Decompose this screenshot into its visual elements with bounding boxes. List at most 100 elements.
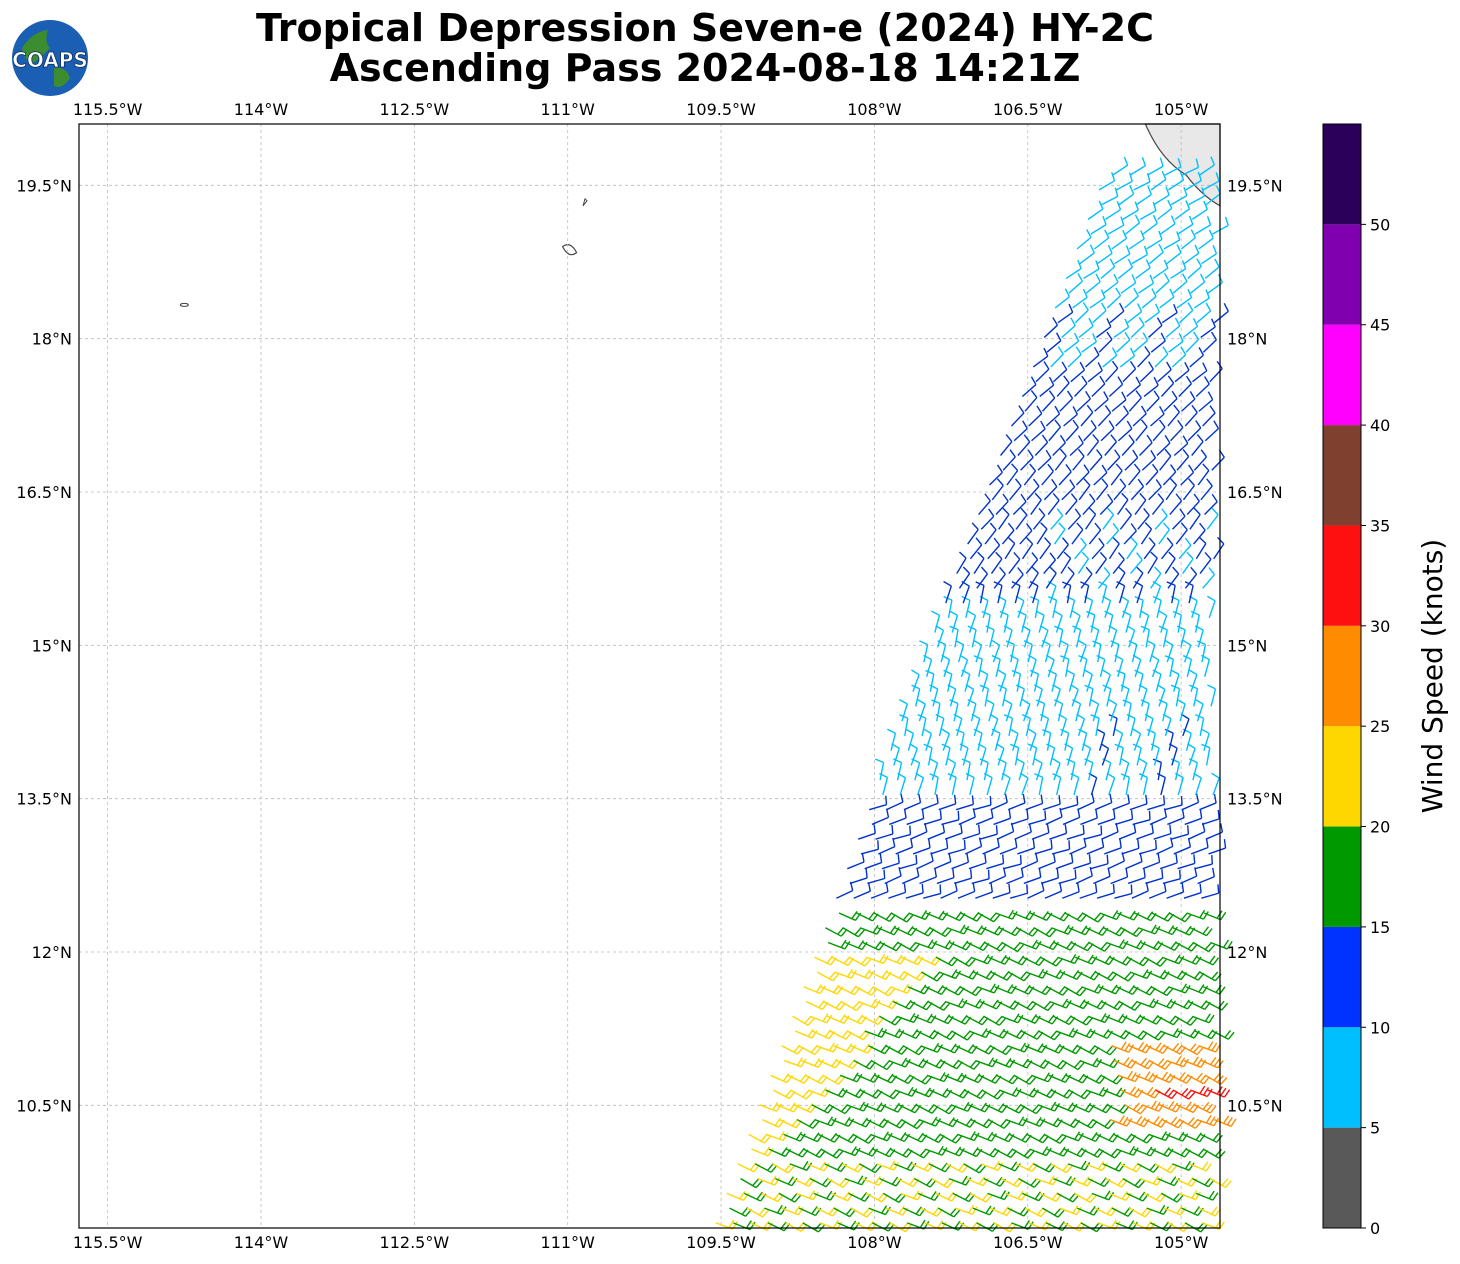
barb-shaft [1128,1045,1147,1054]
barb-shaft [764,1207,782,1215]
wind-barb [1098,172,1116,191]
barb-shaft [1040,956,1057,967]
barb-shaft [1147,165,1164,176]
barb-flag [1002,1206,1009,1215]
barb-shaft [890,733,897,751]
barb-flag [1178,1072,1186,1081]
wind-barb [998,507,1010,530]
barb-flag [963,1101,970,1111]
wind-barb [1187,743,1196,766]
wind-barb [1078,478,1091,501]
wind-barb [859,924,883,935]
barb-flag [1077,259,1082,269]
barb-flag [1121,492,1129,501]
wind-barb [1101,187,1119,206]
wind-barb [1151,493,1165,515]
barb-shaft [757,1177,775,1186]
barb-shaft [1141,296,1157,309]
wind-barb [870,1131,893,1142]
wind-barb [1118,185,1135,206]
barb-shaft [923,818,942,826]
barb-shaft [1099,912,1117,921]
wind-barb [1146,1204,1169,1215]
barb-flag [1225,1180,1232,1188]
barb-flag [837,1087,845,1096]
barb-flag [1168,925,1175,934]
barb-flag [1062,1163,1070,1172]
wind-barb [861,1175,885,1187]
barb-shaft [878,845,896,855]
barb-flag [1202,362,1208,372]
wind-barb [1109,1115,1133,1127]
barb-flag [1195,1132,1202,1141]
barb-flag [1142,332,1149,341]
barb-flag [1059,807,1063,817]
barb-flag [800,1058,807,1068]
barb-flag [1180,346,1187,356]
barb-shaft [1032,585,1039,604]
barb-shaft [1028,818,1046,826]
barb-shaft [1065,426,1079,442]
barb-shaft [1126,956,1144,967]
barb-flag [1158,243,1164,253]
barb-flag [1086,610,1095,616]
barb-flag [924,1076,932,1085]
barb-flag [930,955,938,964]
barb-shaft [1175,941,1192,952]
barb-flag [1137,839,1140,849]
barb-flag [1127,794,1130,804]
wind-barb [958,808,976,826]
barb-shaft [999,674,1007,692]
barb-flag [1017,1190,1024,1200]
barb-shaft [885,1045,903,1055]
barb-flag [1077,1062,1085,1071]
barb-shaft [1190,674,1198,692]
barb-flag [1141,157,1147,166]
wind-barb [1086,838,1105,855]
barb-flag [871,1163,879,1172]
barb-shaft [1094,237,1110,250]
barb-flag [1104,610,1113,616]
barb-flag [1059,911,1067,920]
barb-flag [985,1194,993,1203]
barb-flag [967,1044,975,1053]
barb-shaft [1074,1192,1091,1203]
wind-barb [740,1178,763,1189]
barb-flag [780,1206,787,1215]
barb-shaft [925,733,933,751]
barb-shaft [1097,644,1102,663]
barb-flag [1090,698,1099,705]
wind-barb [1110,868,1129,885]
barb-shaft [1015,1163,1033,1173]
barb-flag [1198,347,1205,356]
barb-shaft [1133,733,1142,751]
barb-shaft [962,1000,980,1009]
barb-flag [1146,434,1153,443]
barb-flag [885,795,888,805]
barb-shaft [1126,384,1141,398]
barb-flag [1180,1147,1188,1156]
barb-shaft [1078,484,1091,501]
wind-barb [912,1087,935,1098]
wind-barb [1200,728,1210,751]
barb-flag [1155,1042,1162,1051]
barb-flag [1190,566,1198,575]
barb-flag [868,1136,876,1144]
barb-shaft [1170,1000,1188,1010]
colorbar-bin [1323,124,1361,225]
wind-barb [920,1042,943,1053]
barb-shaft [914,1177,931,1188]
barb-flag [975,998,982,1008]
barb-flag [1198,984,1205,993]
barb-shaft [862,941,880,951]
barb-shaft [1102,1163,1120,1172]
barb-flag [1072,1205,1079,1214]
barb-flag [1161,508,1168,517]
barb-flag [976,1089,984,1098]
barb-flag [1079,361,1086,371]
barb-flag [1208,944,1216,952]
barb-flag [943,1002,951,1011]
island-clarion [179,302,189,307]
barb-flag [946,1180,954,1189]
barb-flag [1204,1013,1211,1022]
